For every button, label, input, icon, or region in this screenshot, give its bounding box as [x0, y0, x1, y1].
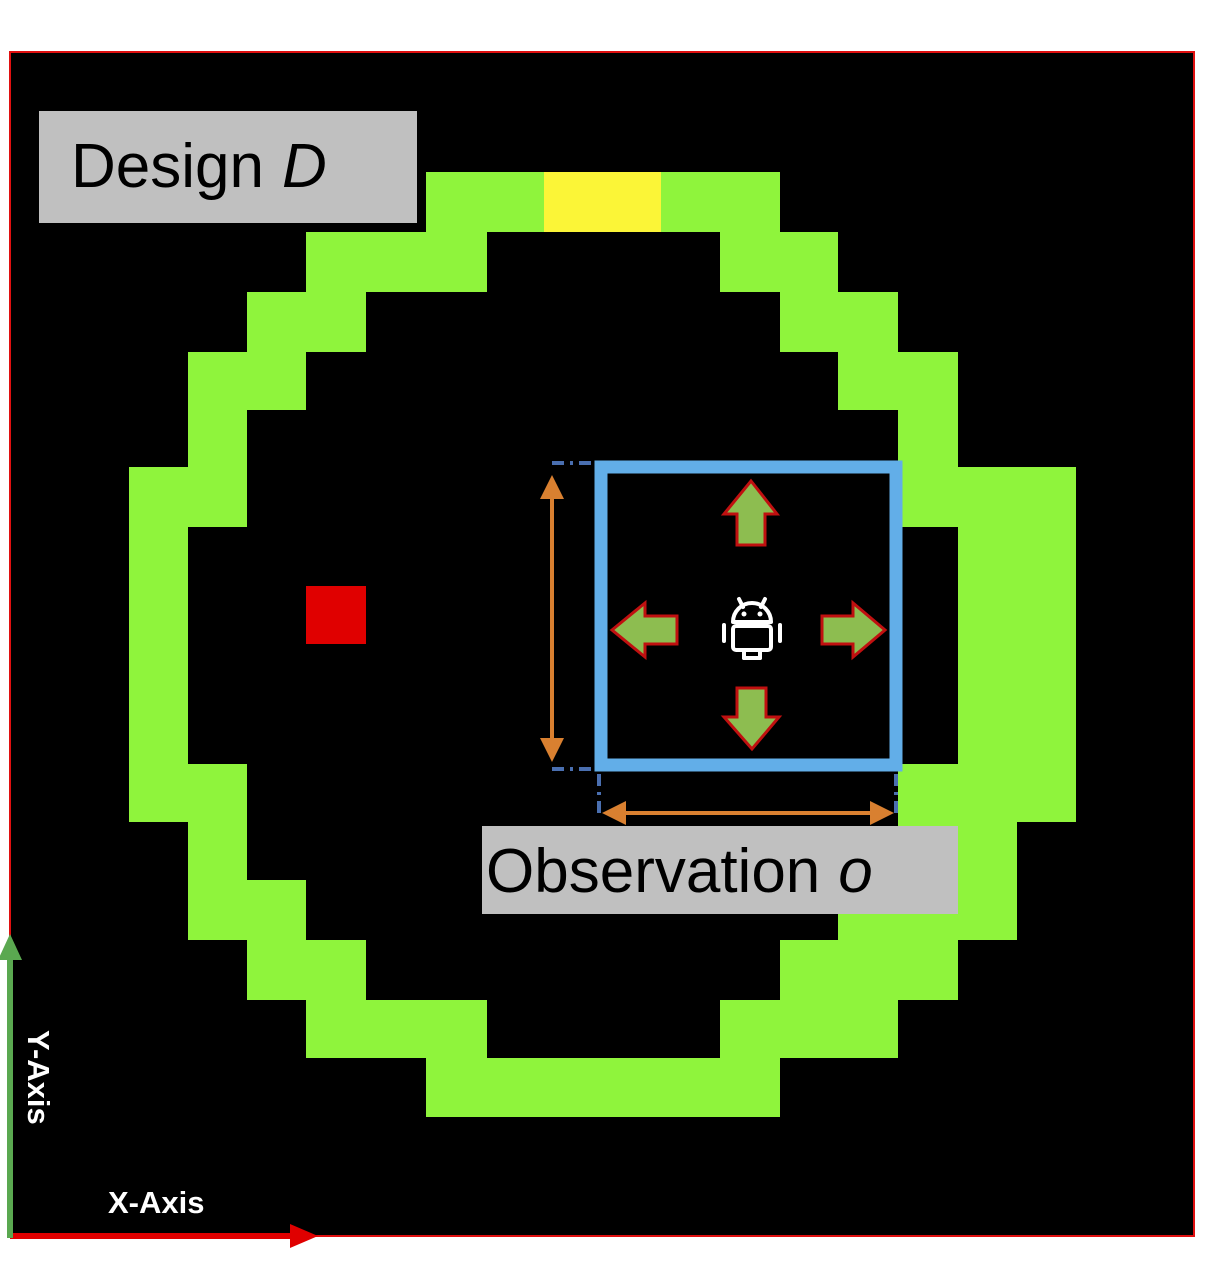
observation-label: Observation o — [482, 826, 958, 914]
design-label-text: Design — [71, 132, 264, 201]
y-axis-label: Y-Axis — [21, 1030, 56, 1125]
move-down-arrow — [720, 686, 783, 752]
x-axis-label: X-Axis — [108, 1185, 205, 1220]
observation-dimension-guides — [552, 461, 898, 815]
observation-label-text: Observation — [486, 837, 821, 906]
observation-window — [594, 460, 903, 772]
robot-eye-left — [741, 611, 747, 617]
robot-eye-right — [757, 611, 763, 617]
design-label: Design D — [39, 111, 417, 223]
move-left-arrow — [609, 599, 679, 661]
y-axis-arrowhead — [0, 934, 22, 960]
move-right-arrow — [820, 599, 888, 661]
goal-cell — [544, 172, 661, 232]
target-cell — [306, 586, 366, 644]
move-up-arrow — [720, 478, 781, 547]
x-axis-arrowhead — [290, 1224, 318, 1248]
observation-label-variable: o — [838, 837, 873, 906]
design-label-variable: D — [282, 132, 327, 201]
robot-icon — [722, 597, 782, 660]
